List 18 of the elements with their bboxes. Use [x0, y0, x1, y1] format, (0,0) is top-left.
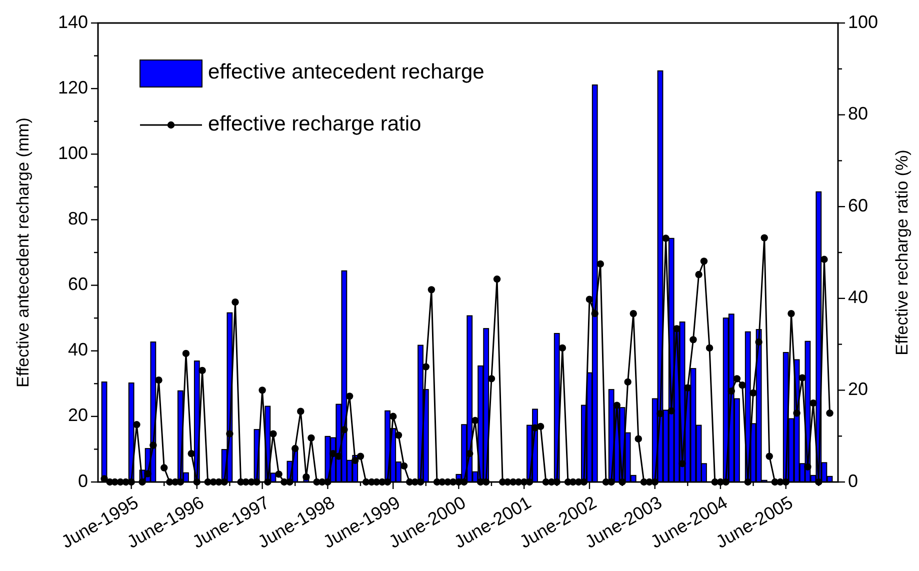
y-tick-label: 140 [58, 12, 88, 32]
y-axis-title: Effective antecedent recharge (mm) [13, 118, 32, 388]
y-tick-label: 20 [68, 405, 88, 426]
y2-tick-label: 80 [848, 104, 868, 124]
y2-tick-label: 60 [848, 195, 868, 216]
y2-tick-label: 20 [848, 378, 868, 399]
y-tick-label: 100 [58, 142, 88, 163]
legend-label: effective recharge ratio [208, 112, 422, 136]
y-tick-label: 40 [68, 340, 88, 360]
legend-label: effective antecedent recharge [208, 60, 484, 84]
y-tick-label: 60 [68, 274, 88, 294]
y2-tick-label: 40 [848, 287, 868, 308]
y-tick-label: 80 [68, 208, 88, 228]
y-tick-label: 0 [78, 470, 88, 491]
y2-axis-title: Effective recharge ratio (%) [892, 150, 912, 356]
y2-tick-label: 0 [848, 470, 858, 491]
y-tick-label: 120 [58, 77, 88, 98]
y2-tick-label: 100 [848, 12, 878, 32]
